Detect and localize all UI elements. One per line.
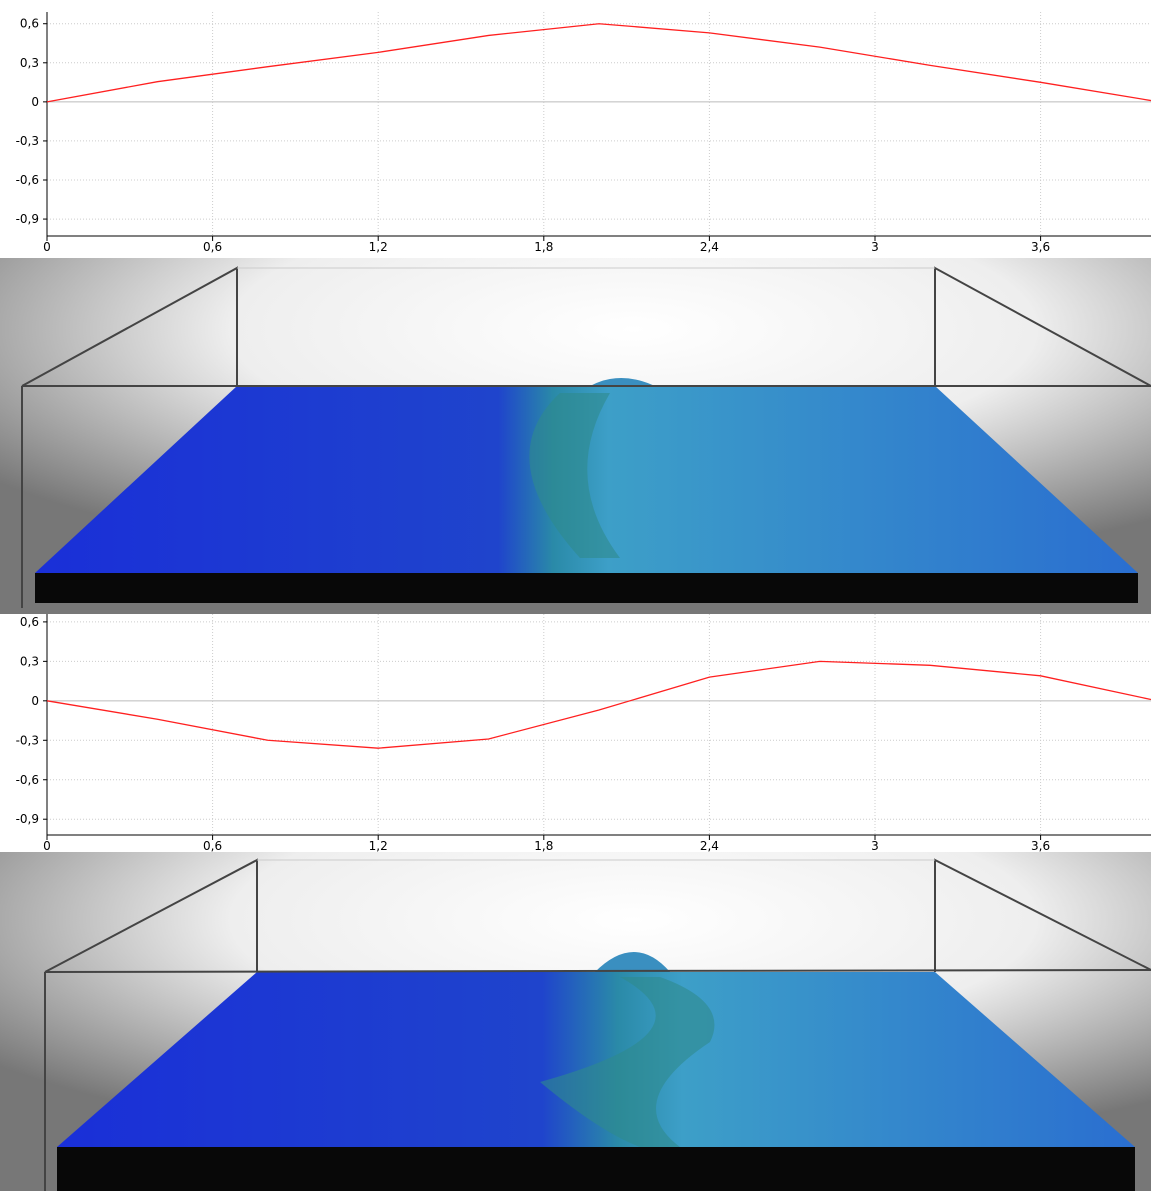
data-line [46, 660, 1151, 749]
y-tick-label: 0 [31, 694, 39, 708]
x-tick-label: 3 [871, 240, 879, 254]
y-tick-label: -0,6 [16, 773, 39, 787]
y-tick-label: -0,3 [16, 134, 39, 148]
x-tick-label: 0 [43, 839, 51, 852]
y-tick-label: -0,9 [16, 812, 39, 826]
y-tick-label: 0,6 [20, 17, 39, 31]
chart-bottom: -0,9 -0,6 -0,3 0 0,3 0,6 0 0,6 1,2 1,8 2,4 3 3,6 [16, 614, 1151, 852]
x-tick-label: 1,8 [534, 839, 553, 852]
y-tick-label: 0,6 [20, 615, 39, 629]
x-tick-label: 3 [871, 839, 879, 852]
y-tick-label: 0,3 [20, 56, 39, 70]
render-top [0, 258, 1151, 614]
x-tick-label: 2,4 [700, 240, 719, 254]
x-tick-label: 0 [43, 240, 51, 254]
y-tick-label: 0,3 [20, 654, 39, 668]
render-bottom [0, 852, 1151, 1191]
y-tick-label: 0 [31, 95, 39, 109]
y-tick-label: -0,9 [16, 212, 39, 226]
x-tick-label: 2,4 [700, 839, 719, 852]
x-tick-label: 3,6 [1031, 240, 1050, 254]
x-tick-label: 1,2 [369, 839, 388, 852]
data-line [46, 23, 1151, 103]
chart-top: -0,9 -0,6 -0,3 0 0,3 0,6 0 0,6 1,2 1,8 2,4 3 3,6 [16, 12, 1151, 254]
x-tick-label: 1,2 [369, 240, 388, 254]
y-tick-label: -0,6 [16, 173, 39, 187]
x-tick-label: 1,8 [534, 240, 553, 254]
x-tick-label: 0,6 [203, 240, 222, 254]
x-tick-label: 3,6 [1031, 839, 1050, 852]
x-tick-label: 0,6 [203, 839, 222, 852]
y-tick-label: -0,3 [16, 733, 39, 747]
